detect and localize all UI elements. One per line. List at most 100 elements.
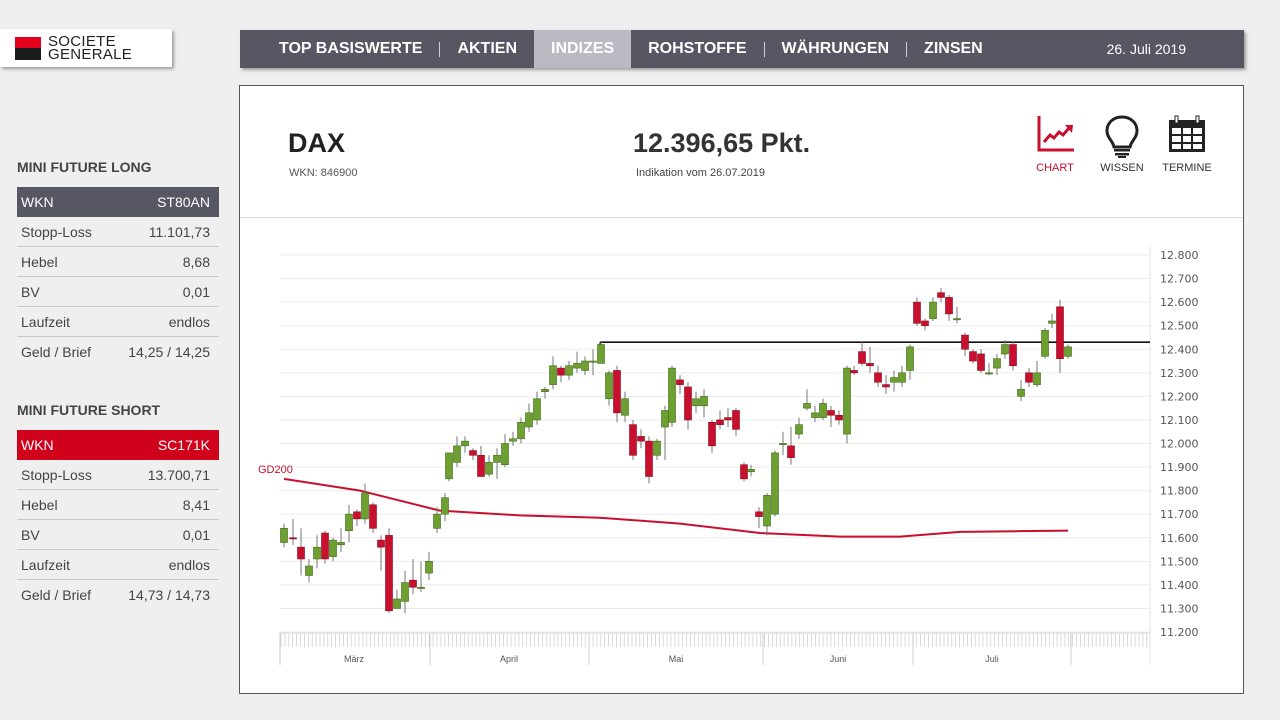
candle — [297, 546, 305, 560]
x-axis-month-label: Juni — [830, 654, 847, 664]
instrument-price: 12.396,65 Pkt. — [633, 128, 811, 158]
candle — [866, 363, 874, 367]
candle — [1001, 344, 1009, 355]
candle — [409, 579, 417, 588]
candle — [740, 464, 748, 480]
wissen-button[interactable]: WISSEN — [1092, 114, 1152, 174]
candle — [509, 438, 517, 442]
y-axis-label: 12.200 — [1160, 390, 1199, 403]
candle — [1041, 330, 1049, 357]
long-wkn-header[interactable]: WKN ST80AN — [17, 187, 219, 217]
candle — [525, 412, 533, 428]
candle — [1033, 372, 1041, 385]
candle — [906, 346, 914, 371]
candle — [549, 365, 557, 385]
candle — [953, 318, 961, 321]
mini-future-short-title: MINI FUTURE SHORT — [17, 402, 161, 418]
termine-label: TERMINE — [1162, 162, 1212, 174]
candle — [361, 492, 369, 520]
nav-zinsen[interactable]: ZINSEN — [924, 40, 983, 57]
candle — [345, 513, 353, 531]
x-axis-month-label: Mai — [669, 654, 684, 664]
short-row-geld-brief: Geld / Brief 14,73 / 14,73 — [21, 587, 210, 603]
nav-waehrungen[interactable]: WÄHRUNGEN — [781, 40, 890, 57]
mini-future-long-title: MINI FUTURE LONG — [17, 159, 152, 175]
candle — [461, 440, 469, 447]
x-axis-month-label: Juli — [985, 654, 999, 664]
nav-indizes[interactable]: INDIZES — [534, 30, 632, 68]
y-axis-label: 12.500 — [1160, 320, 1199, 333]
price-indication: Indikation vom 26.07.2019 — [636, 167, 766, 179]
candle — [557, 367, 565, 376]
candle — [929, 301, 937, 319]
candle — [755, 511, 763, 517]
candle — [716, 419, 724, 425]
candle — [605, 372, 613, 400]
nav-top-basiswerte[interactable]: TOP BASISWERTE — [279, 40, 423, 57]
candle — [305, 565, 313, 576]
candle — [661, 410, 669, 428]
societe-generale-logo[interactable]: SOCIETE GENERALE — [0, 29, 172, 67]
candle — [393, 598, 401, 609]
candle — [858, 351, 866, 364]
candle — [1009, 344, 1017, 367]
candle — [1056, 306, 1064, 359]
long-row-hebel: Hebel 8,68 — [17, 247, 219, 277]
nav-aktien[interactable]: AKTIEN — [457, 40, 517, 57]
candle — [819, 403, 827, 418]
long-row-stopp-loss: Stopp-Loss 11.101,73 — [17, 217, 219, 247]
candle — [425, 561, 433, 574]
candle — [433, 513, 441, 529]
main-nav: TOP BASISWERTE AKTIEN INDIZES ROHSTOFFE … — [240, 30, 1244, 68]
y-axis-label: 12.400 — [1160, 343, 1199, 356]
lightbulb-icon — [1105, 115, 1139, 158]
candle — [469, 450, 477, 456]
candle — [280, 528, 288, 543]
candle — [1064, 346, 1072, 357]
y-axis-label: 11.700 — [1160, 508, 1199, 521]
nav-separator — [906, 41, 908, 57]
candle — [969, 351, 977, 362]
candle — [441, 497, 449, 515]
termine-button[interactable]: TERMINE — [1157, 114, 1217, 174]
candle — [779, 443, 787, 446]
nav-date: 26. Juli 2019 — [1106, 41, 1186, 57]
candle — [913, 301, 921, 324]
candle — [573, 363, 581, 369]
candle — [850, 370, 858, 374]
candle — [882, 384, 890, 388]
x-axis-month-label: April — [500, 654, 518, 664]
candle — [653, 440, 661, 456]
gd200-line — [283, 477, 1069, 538]
price-chart[interactable]: 12.800 12.700 12.600 12.500 12.400 12.300 12.2… — [240, 218, 1243, 693]
candle — [401, 582, 409, 602]
candle — [1048, 320, 1056, 324]
candle — [321, 532, 329, 560]
mini-future-short-panel: MINI FUTURE SHORT WKN SC171K Stopp-Loss 1… — [17, 402, 219, 610]
instrument-header: DAX WKN: 846900 12.396,65 Pkt. Indikatio… — [240, 86, 1243, 218]
candle — [417, 586, 425, 589]
candle — [377, 539, 385, 548]
candle — [565, 365, 573, 376]
candle — [289, 537, 297, 540]
candle — [945, 297, 953, 315]
candle — [668, 367, 676, 423]
y-axis-label: 11.200 — [1160, 626, 1199, 639]
wissen-label: WISSEN — [1100, 162, 1144, 174]
long-row-bv: BV 0,01 — [17, 277, 219, 307]
candle — [445, 452, 453, 480]
candle — [645, 440, 653, 477]
candle — [329, 539, 337, 557]
gd200-label: GD200 — [258, 464, 293, 476]
y-axis-label: 12.100 — [1160, 414, 1199, 427]
candle — [477, 454, 485, 477]
candle — [961, 334, 969, 350]
long-row-laufzeit: Laufzeit endlos — [17, 307, 219, 337]
y-axis-label: 12.600 — [1160, 296, 1199, 309]
candle — [597, 344, 605, 364]
short-wkn-header[interactable]: WKN SC171K — [17, 430, 219, 460]
candle — [811, 412, 819, 418]
nav-rohstoffe[interactable]: ROHSTOFFE — [648, 40, 747, 57]
candle — [835, 414, 843, 421]
chart-button[interactable]: CHART — [1025, 114, 1085, 174]
